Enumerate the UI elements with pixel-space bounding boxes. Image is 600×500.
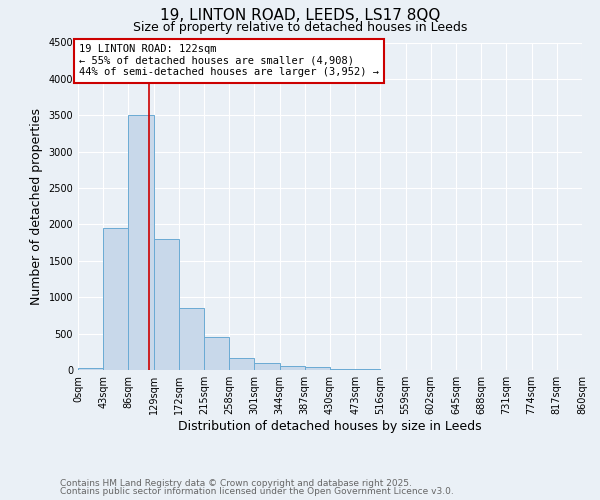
Bar <box>179 308 204 370</box>
Bar <box>204 337 229 370</box>
Text: 19, LINTON ROAD, LEEDS, LS17 8QQ: 19, LINTON ROAD, LEEDS, LS17 8QQ <box>160 8 440 22</box>
Bar <box>103 228 128 370</box>
Text: Contains public sector information licensed under the Open Government Licence v3: Contains public sector information licen… <box>60 487 454 496</box>
Text: Contains HM Land Registry data © Crown copyright and database right 2025.: Contains HM Land Registry data © Crown c… <box>60 478 412 488</box>
Y-axis label: Number of detached properties: Number of detached properties <box>30 108 43 304</box>
Bar <box>305 367 330 370</box>
Bar <box>254 364 280 370</box>
Text: Size of property relative to detached houses in Leeds: Size of property relative to detached ho… <box>133 21 467 34</box>
Text: 19 LINTON ROAD: 122sqm
← 55% of detached houses are smaller (4,908)
44% of semi-: 19 LINTON ROAD: 122sqm ← 55% of detached… <box>79 44 379 78</box>
Bar <box>330 368 355 370</box>
Bar <box>154 239 179 370</box>
Bar <box>128 116 154 370</box>
Bar <box>78 368 103 370</box>
Bar <box>280 366 305 370</box>
X-axis label: Distribution of detached houses by size in Leeds: Distribution of detached houses by size … <box>178 420 482 433</box>
Bar <box>355 369 380 370</box>
Bar <box>229 358 254 370</box>
